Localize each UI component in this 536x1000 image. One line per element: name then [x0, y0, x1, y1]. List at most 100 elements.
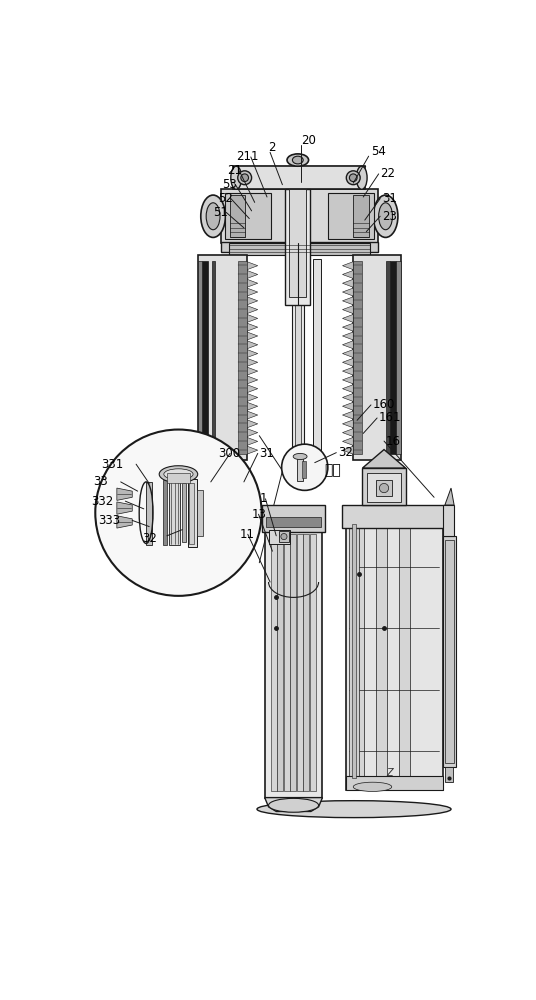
Ellipse shape: [257, 801, 451, 818]
Polygon shape: [247, 270, 258, 278]
Bar: [353, 524, 364, 778]
Polygon shape: [343, 341, 353, 349]
Polygon shape: [247, 323, 258, 331]
Ellipse shape: [353, 782, 392, 791]
Polygon shape: [265, 798, 323, 811]
Polygon shape: [343, 402, 353, 410]
Bar: [376, 480, 392, 496]
Bar: [277, 534, 283, 791]
Bar: [289, 189, 306, 297]
Bar: [386, 261, 390, 454]
Bar: [343, 505, 446, 528]
Bar: [163, 480, 167, 545]
Text: 23: 23: [382, 210, 397, 223]
Polygon shape: [247, 314, 258, 322]
Text: Z: Z: [386, 768, 393, 778]
Bar: [188, 479, 197, 547]
Bar: [265, 513, 323, 798]
Bar: [271, 534, 277, 791]
Text: 32: 32: [338, 446, 353, 459]
Text: 2: 2: [269, 141, 276, 154]
Bar: [399, 524, 410, 778]
Text: 11: 11: [239, 528, 254, 541]
Text: 16: 16: [385, 435, 400, 448]
Polygon shape: [343, 323, 353, 331]
Text: 1: 1: [259, 492, 267, 505]
Bar: [353, 195, 369, 237]
Bar: [443, 505, 454, 536]
Bar: [197, 490, 203, 536]
Ellipse shape: [241, 174, 249, 182]
Polygon shape: [343, 411, 353, 419]
Polygon shape: [247, 429, 258, 437]
Text: 211: 211: [236, 150, 259, 163]
Polygon shape: [343, 429, 353, 437]
Polygon shape: [343, 446, 353, 454]
Polygon shape: [247, 332, 258, 340]
Bar: [297, 458, 303, 481]
Text: 20: 20: [301, 134, 316, 147]
Text: 21: 21: [227, 164, 242, 177]
Polygon shape: [117, 516, 132, 528]
Polygon shape: [247, 350, 258, 358]
Bar: [291, 534, 296, 791]
Bar: [445, 767, 452, 782]
Ellipse shape: [164, 469, 193, 480]
Text: 331: 331: [101, 458, 124, 471]
Text: 54: 54: [371, 145, 386, 158]
Bar: [233, 166, 365, 189]
Polygon shape: [247, 376, 258, 384]
Bar: [346, 513, 443, 790]
Bar: [297, 534, 302, 791]
Bar: [292, 252, 304, 468]
Bar: [346, 776, 443, 790]
Bar: [263, 505, 325, 532]
Polygon shape: [445, 488, 454, 505]
Ellipse shape: [346, 171, 360, 185]
Bar: [396, 261, 401, 454]
Bar: [225, 193, 271, 239]
Text: 32: 32: [142, 532, 157, 545]
Text: 332: 332: [91, 495, 113, 508]
Text: 53: 53: [222, 178, 237, 191]
Circle shape: [281, 444, 328, 490]
Ellipse shape: [293, 156, 303, 164]
Polygon shape: [247, 367, 258, 375]
Bar: [286, 189, 310, 305]
Polygon shape: [343, 270, 353, 278]
Polygon shape: [247, 411, 258, 419]
Bar: [349, 522, 359, 781]
Polygon shape: [343, 332, 353, 340]
Polygon shape: [343, 385, 353, 393]
Polygon shape: [343, 279, 353, 287]
Polygon shape: [247, 288, 258, 296]
Polygon shape: [247, 393, 258, 401]
Bar: [303, 534, 309, 791]
Bar: [169, 480, 180, 545]
Polygon shape: [247, 420, 258, 428]
Text: 31: 31: [382, 192, 397, 205]
Circle shape: [95, 430, 262, 596]
Bar: [313, 259, 321, 455]
Polygon shape: [343, 306, 353, 314]
Text: 52: 52: [218, 192, 233, 205]
Polygon shape: [343, 350, 353, 358]
Text: 22: 22: [380, 167, 395, 180]
Bar: [230, 195, 245, 237]
Polygon shape: [343, 367, 353, 375]
Polygon shape: [343, 262, 353, 270]
Polygon shape: [146, 482, 152, 545]
Ellipse shape: [356, 166, 367, 189]
Text: 160: 160: [373, 398, 395, 411]
Bar: [390, 261, 396, 454]
Bar: [189, 483, 194, 544]
Ellipse shape: [201, 195, 226, 237]
Bar: [228, 243, 370, 255]
Polygon shape: [343, 288, 353, 296]
Bar: [238, 261, 247, 454]
Bar: [295, 252, 301, 468]
Polygon shape: [343, 376, 353, 384]
Polygon shape: [117, 488, 132, 500]
Polygon shape: [247, 279, 258, 287]
Polygon shape: [343, 393, 353, 401]
